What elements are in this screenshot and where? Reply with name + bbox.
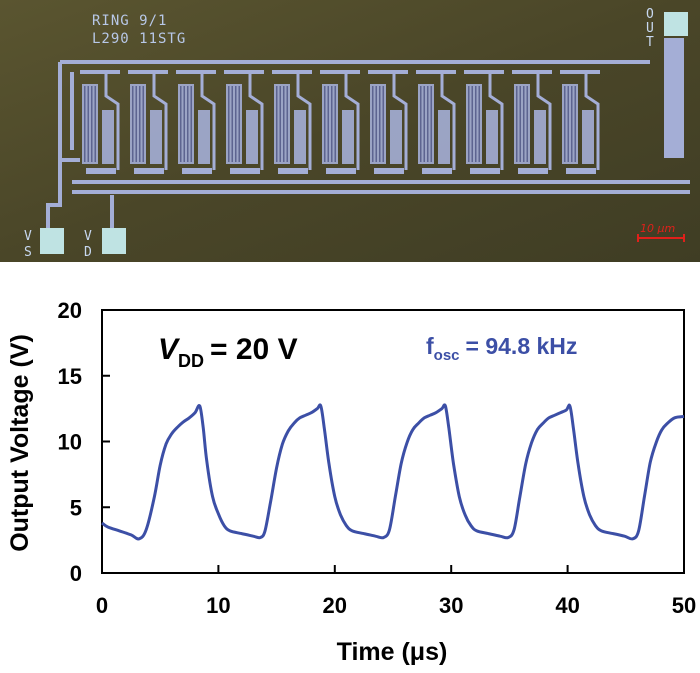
pad-vs-letter: S bbox=[24, 245, 32, 260]
pad-out-letter: O bbox=[646, 7, 654, 22]
fosc-value: = 94.8 kHz bbox=[466, 333, 578, 359]
inverter-stage bbox=[272, 70, 312, 174]
ring-oscillator-micrograph: RING 9/1 L290 11STG O U T V S V D 10 μm bbox=[0, 0, 700, 262]
inverter-stage bbox=[464, 70, 504, 174]
y-tick-label: 10 bbox=[58, 430, 82, 455]
inverter-stage bbox=[416, 70, 456, 174]
interconnect-bus bbox=[46, 60, 690, 232]
y-tick-label: 15 bbox=[58, 364, 82, 389]
inverter-stage bbox=[368, 70, 408, 174]
y-tick-label: 20 bbox=[58, 298, 82, 323]
out-trace bbox=[664, 38, 684, 158]
y-axis: 0 5 10 15 20 bbox=[58, 298, 110, 586]
x-tick-label: 0 bbox=[96, 593, 108, 618]
pad-out-letter: T bbox=[646, 35, 654, 50]
scale-bar-label: 10 μm bbox=[640, 222, 675, 235]
vd-pad bbox=[102, 228, 126, 254]
inverter-stage bbox=[80, 70, 120, 174]
chip-label-line2: L290 11STG bbox=[92, 31, 186, 47]
pad-out-letter: U bbox=[646, 21, 654, 36]
vdd-symbol: V bbox=[158, 333, 181, 366]
pad-vd-letter: V bbox=[84, 229, 92, 244]
vdd-value: = 20 V bbox=[210, 333, 298, 366]
x-axis-title: Time (μs) bbox=[337, 638, 448, 666]
chip-label-line1: RING 9/1 bbox=[92, 13, 167, 29]
pad-vd-letter: D bbox=[84, 245, 92, 260]
inverter-stage bbox=[320, 70, 360, 174]
x-axis: 0 10 20 30 40 50 bbox=[96, 565, 696, 618]
inverter-stage bbox=[512, 70, 552, 174]
y-tick-label: 0 bbox=[70, 561, 82, 586]
inverter-stage bbox=[224, 70, 264, 174]
x-tick-label: 40 bbox=[555, 593, 579, 618]
y-axis-title: Output Voltage (V) bbox=[6, 334, 34, 552]
fosc-subscript: osc bbox=[434, 347, 460, 364]
vdd-subscript: DD bbox=[178, 351, 204, 371]
vdd-annotation: VDD = 20 V bbox=[158, 333, 298, 371]
out-pad bbox=[664, 12, 688, 36]
output-voltage-line bbox=[101, 403, 685, 541]
x-tick-label: 20 bbox=[323, 593, 347, 618]
inverter-stages bbox=[80, 70, 600, 174]
inverter-stage bbox=[176, 70, 216, 174]
x-tick-label: 30 bbox=[439, 593, 463, 618]
plot-frame bbox=[101, 309, 685, 574]
x-tick-label: 10 bbox=[206, 593, 230, 618]
y-tick-label: 5 bbox=[70, 495, 82, 520]
inverter-stage bbox=[560, 70, 600, 174]
vs-pad bbox=[40, 228, 64, 254]
inverter-stage bbox=[128, 70, 168, 174]
pad-vs-letter: V bbox=[24, 229, 32, 244]
fosc-symbol: f bbox=[426, 333, 434, 359]
fosc-annotation: fosc = 94.8 kHz bbox=[426, 333, 577, 364]
output-voltage-chart: 0 5 10 15 20 0 10 20 30 40 50 VDD = 20 V fosc = 94.… bbox=[6, 298, 696, 666]
x-tick-label: 50 bbox=[672, 593, 696, 618]
